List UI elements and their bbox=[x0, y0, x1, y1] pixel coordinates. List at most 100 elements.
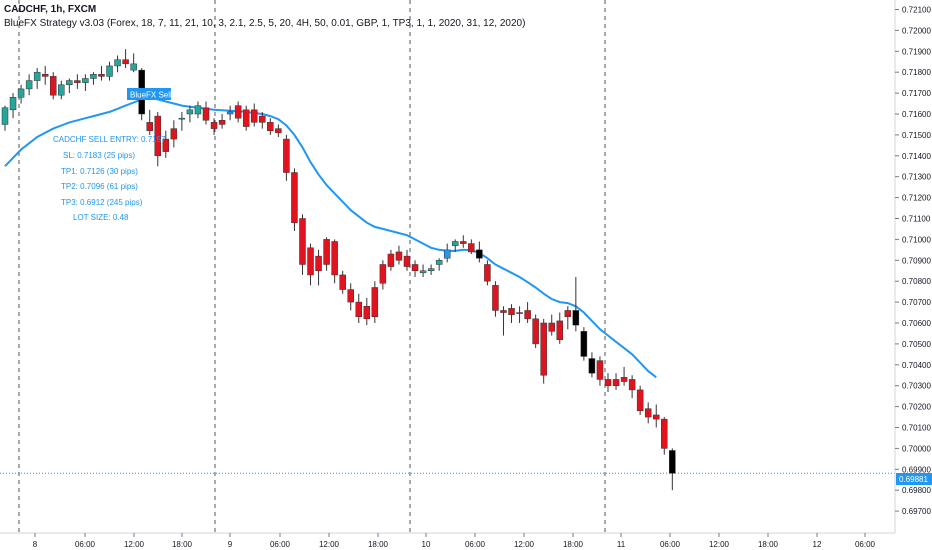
candle-82[interactable] bbox=[661, 417, 668, 455]
candle-54[interactable] bbox=[435, 258, 443, 271]
candle-51[interactable] bbox=[411, 260, 419, 278]
candle-46[interactable] bbox=[371, 281, 379, 323]
candle-26[interactable] bbox=[210, 118, 218, 135]
candle-65[interactable] bbox=[524, 302, 531, 323]
price-tick-label: 0.70800 bbox=[902, 277, 931, 286]
candle-11[interactable] bbox=[90, 72, 97, 85]
candle-59[interactable] bbox=[476, 241, 483, 263]
candle-75[interactable] bbox=[604, 373, 612, 392]
candle-67[interactable] bbox=[540, 318, 547, 384]
candle-31[interactable] bbox=[250, 103, 258, 127]
candle-45[interactable] bbox=[363, 297, 371, 326]
candle-8[interactable] bbox=[66, 78, 73, 94]
candle-2[interactable] bbox=[17, 84, 25, 104]
candle-7[interactable] bbox=[58, 80, 65, 100]
time-tick-label: 18:00 bbox=[563, 540, 584, 549]
candle-body bbox=[162, 138, 170, 152]
candle-34[interactable] bbox=[275, 124, 282, 137]
candle-53[interactable] bbox=[427, 264, 435, 275]
candle-76[interactable] bbox=[612, 373, 620, 390]
candle-83[interactable] bbox=[669, 448, 676, 491]
candle-62[interactable] bbox=[500, 306, 507, 336]
candle-28[interactable] bbox=[226, 105, 234, 121]
candle-body bbox=[106, 65, 113, 77]
candle-43[interactable] bbox=[347, 283, 354, 311]
candle-60[interactable] bbox=[484, 260, 491, 286]
candle-12[interactable] bbox=[98, 65, 105, 81]
candle-50[interactable] bbox=[403, 249, 411, 271]
candle-39[interactable] bbox=[315, 249, 322, 286]
candle-58[interactable] bbox=[468, 239, 475, 255]
candle-70[interactable] bbox=[564, 306, 572, 330]
candle-1[interactable] bbox=[9, 93, 17, 119]
price-tick-label: 0.71100 bbox=[902, 215, 931, 224]
candle-47[interactable] bbox=[379, 260, 387, 290]
candle-15[interactable] bbox=[122, 49, 129, 69]
candle-56[interactable] bbox=[451, 239, 459, 252]
candle-64[interactable] bbox=[516, 306, 523, 323]
candle-55[interactable] bbox=[443, 243, 451, 263]
candle-41[interactable] bbox=[331, 239, 338, 284]
candle-29[interactable] bbox=[234, 101, 242, 123]
candle-14[interactable] bbox=[114, 55, 121, 73]
candle-5[interactable] bbox=[41, 65, 49, 85]
time-tick-label: 18:00 bbox=[172, 540, 193, 549]
candle-body bbox=[508, 308, 515, 315]
candle-body bbox=[492, 285, 499, 311]
candle-37[interactable] bbox=[299, 214, 306, 275]
candle-71[interactable] bbox=[572, 277, 580, 332]
candle-63[interactable] bbox=[508, 304, 515, 323]
candle-body bbox=[596, 360, 604, 380]
candle-24[interactable] bbox=[194, 101, 202, 119]
candles[interactable] bbox=[1, 49, 676, 491]
candle-36[interactable] bbox=[291, 168, 298, 232]
candle-25[interactable] bbox=[202, 101, 210, 125]
candle-19[interactable] bbox=[154, 111, 162, 167]
candle-0[interactable] bbox=[1, 105, 9, 131]
candle-72[interactable] bbox=[580, 327, 588, 361]
candle-52[interactable] bbox=[419, 264, 427, 278]
candle-66[interactable] bbox=[532, 314, 539, 349]
candle-79[interactable] bbox=[636, 385, 644, 415]
candle-21[interactable] bbox=[170, 120, 178, 148]
candle-35[interactable] bbox=[283, 134, 290, 181]
candle-4[interactable] bbox=[33, 68, 41, 89]
candle-38[interactable] bbox=[307, 243, 314, 286]
candle-77[interactable] bbox=[620, 366, 628, 386]
candle-44[interactable] bbox=[355, 293, 363, 323]
candle-81[interactable] bbox=[652, 404, 660, 428]
candle-49[interactable] bbox=[395, 245, 403, 265]
candle-10[interactable] bbox=[82, 74, 89, 92]
candle-6[interactable] bbox=[49, 72, 57, 100]
candle-61[interactable] bbox=[492, 281, 499, 317]
candle-69[interactable] bbox=[556, 312, 564, 344]
candle-3[interactable] bbox=[25, 74, 33, 96]
time-tick-label: 12:00 bbox=[709, 540, 730, 549]
candle-body bbox=[604, 379, 612, 386]
candle-68[interactable] bbox=[548, 314, 555, 336]
price-tick-label: 0.71200 bbox=[902, 194, 931, 203]
candle-78[interactable] bbox=[628, 375, 636, 399]
candle-20[interactable] bbox=[162, 130, 170, 158]
candle-48[interactable] bbox=[387, 249, 395, 271]
candle-32[interactable] bbox=[259, 111, 266, 129]
candle-33[interactable] bbox=[267, 118, 274, 135]
time-axis[interactable]: 8 06:00 12:00 18:00 9 06:00 12:00 18:00 10 06:00 1… bbox=[33, 533, 876, 549]
candle-22[interactable] bbox=[178, 111, 186, 131]
candle-73[interactable] bbox=[588, 352, 596, 378]
candle-30[interactable] bbox=[242, 105, 250, 131]
candle-18[interactable] bbox=[146, 109, 153, 135]
candle-74[interactable] bbox=[596, 356, 604, 386]
price-tick-label: 0.71700 bbox=[902, 89, 931, 98]
candle-57[interactable] bbox=[460, 235, 467, 248]
candle-9[interactable] bbox=[74, 74, 81, 89]
candle-27[interactable] bbox=[218, 114, 226, 129]
candle-13[interactable] bbox=[106, 61, 113, 81]
candle-80[interactable] bbox=[644, 402, 652, 424]
candle-23[interactable] bbox=[186, 105, 194, 123]
candle-16[interactable] bbox=[130, 53, 137, 73]
candle-40[interactable] bbox=[323, 237, 330, 271]
candle-42[interactable] bbox=[339, 270, 346, 294]
price-axis[interactable]: 0.72100 0.72000 0.71900 0.71800 0.71700 0.716… bbox=[895, 6, 931, 517]
